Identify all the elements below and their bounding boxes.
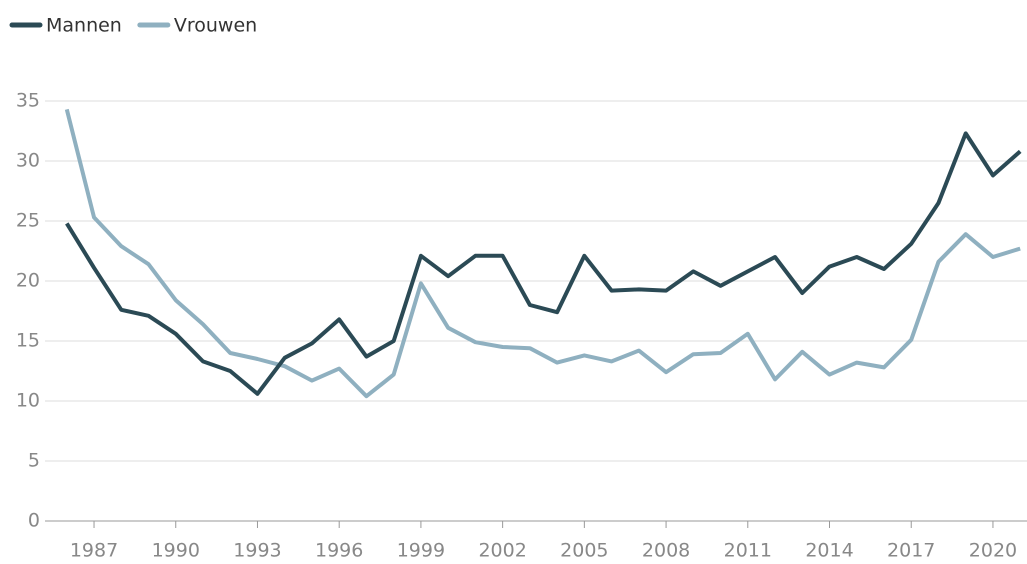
y-tick-label: 20 <box>16 270 40 292</box>
legend: Mannen Vrouwen <box>9 15 257 37</box>
x-tick-label: 2014 <box>805 540 853 561</box>
x-tick-label: 1993 <box>233 540 281 561</box>
x-tick-label: 2008 <box>642 540 690 561</box>
y-tick-label: 25 <box>16 210 40 232</box>
x-tick-label: 2011 <box>724 540 772 561</box>
x-tick-label: 1996 <box>315 540 363 561</box>
x-tick-label: 1990 <box>152 540 200 561</box>
line <box>65 131 1022 396</box>
y-tick-label: 5 <box>28 450 40 472</box>
x-tick-label: 2002 <box>478 540 526 561</box>
x-tick-label: 2017 <box>887 540 935 561</box>
legend-label: Mannen <box>46 15 122 37</box>
legend-label: Vrouwen <box>174 15 257 37</box>
x-tick-label: 1999 <box>397 540 445 561</box>
y-tick-label: 15 <box>16 330 40 352</box>
y-tick-label: 0 <box>28 510 40 532</box>
line <box>64 108 1021 399</box>
x-tick-label: 2020 <box>969 540 1017 561</box>
y-tick-label: 10 <box>16 390 40 412</box>
y-tick-label: 35 <box>16 90 40 112</box>
x-tick-label: 2005 <box>560 540 608 561</box>
y-tick-label: 30 <box>16 150 40 172</box>
x-tick-label: 1987 <box>70 540 118 561</box>
